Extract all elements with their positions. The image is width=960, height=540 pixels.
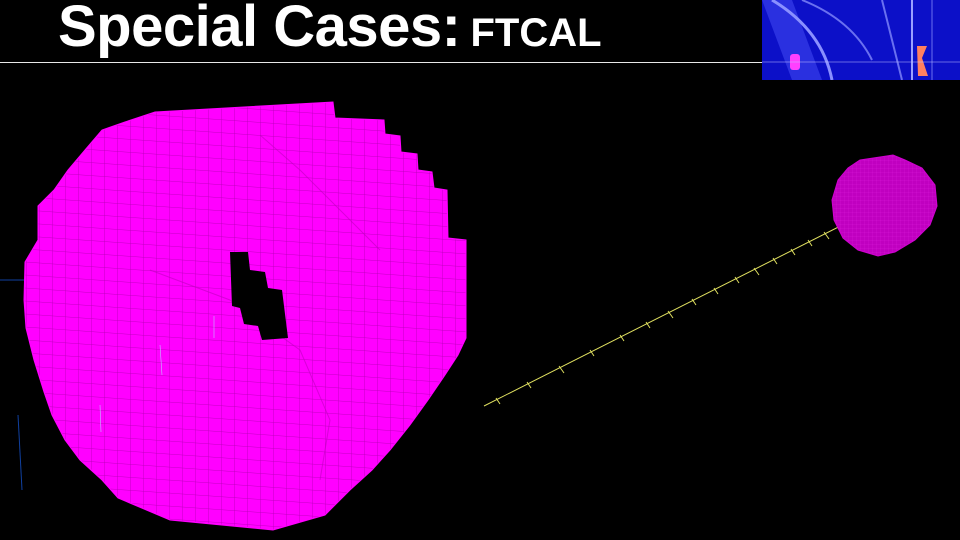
detector-overview-thumbnail: [762, 0, 960, 80]
slide-title-main: Special Cases:: [58, 0, 461, 59]
title-divider-line: [0, 62, 960, 63]
slide-title: Special Cases: FTCAL: [58, 0, 602, 56]
ftcal-calorimeter-large: [23, 101, 467, 531]
slide-title-subject: FTCAL: [470, 11, 602, 55]
ftcal-calorimeter-small: [831, 154, 938, 257]
beam-axis: [483, 204, 883, 407]
axis-line: [17, 414, 23, 491]
beam-hole: [230, 252, 288, 340]
